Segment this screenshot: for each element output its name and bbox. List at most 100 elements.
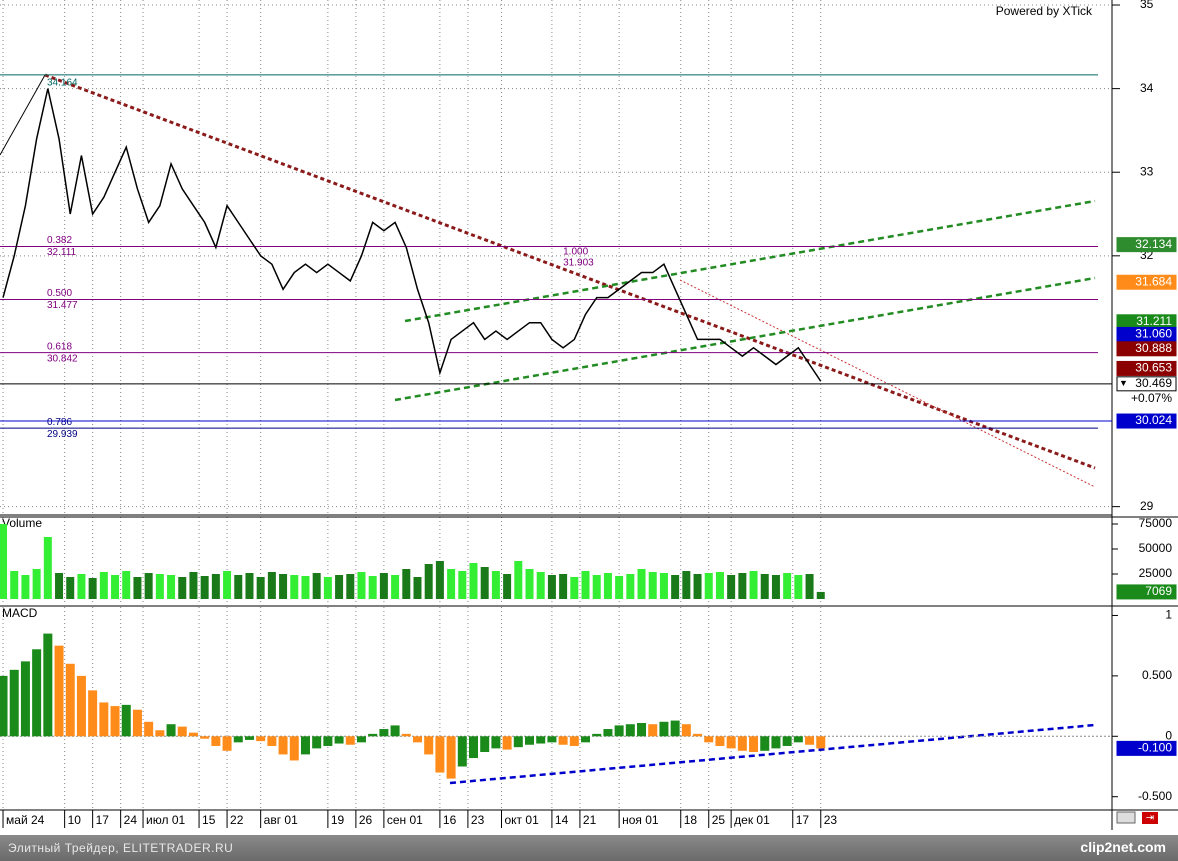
macd-bar — [244, 736, 254, 740]
macd-bar — [334, 736, 344, 744]
trend-line — [0, 74, 46, 156]
channel-line — [394, 276, 1096, 402]
macd-bar — [614, 725, 624, 737]
background — [0, 0, 1178, 835]
price-tag-label: -0.100 — [1138, 741, 1172, 755]
price-tag-label: 30.469 — [1135, 376, 1172, 390]
macd-bar — [704, 736, 714, 743]
trend-line — [44, 73, 1096, 470]
volume-bar — [424, 564, 433, 599]
volume-bar — [491, 571, 500, 599]
macd-bar — [211, 736, 221, 746]
macd-bar — [581, 736, 591, 743]
volume-bar — [211, 574, 220, 599]
macd-bar — [782, 736, 792, 746]
fib-value: 30.842 — [47, 353, 78, 364]
toolbar-icon[interactable] — [1116, 811, 1136, 824]
macd-bar — [446, 736, 456, 779]
macd-bar — [737, 736, 747, 751]
volume-bar — [771, 575, 780, 599]
macd-bar — [144, 721, 154, 737]
macd-bar — [491, 736, 501, 749]
macd-bar — [592, 733, 602, 737]
macd-bar — [256, 736, 266, 742]
volume-bar — [525, 569, 534, 599]
volume-bar — [111, 575, 120, 599]
x-tick-label: 18 — [684, 813, 698, 827]
volume-bar — [559, 574, 568, 599]
fib-value: 32.111 — [47, 247, 77, 258]
volume-bar — [66, 577, 75, 599]
volume-bar — [55, 573, 64, 599]
macd-bar — [222, 736, 232, 751]
macd-bar — [132, 709, 142, 737]
volume-bar — [805, 574, 814, 599]
macd-bar — [637, 723, 647, 737]
volume-bar — [682, 571, 691, 599]
macd-bar — [513, 736, 523, 748]
macd-bar — [43, 633, 53, 737]
price-tag-label: 30.888 — [1135, 341, 1172, 355]
price-tag-label: 31.684 — [1135, 274, 1172, 288]
toolbar-icon-glyph: ⇥ — [1146, 813, 1154, 824]
volume-bar — [133, 577, 142, 599]
price-tag — [1116, 584, 1177, 600]
x-tick-label: 25 — [712, 813, 726, 827]
y-tick-label: 1 — [1165, 608, 1172, 622]
last-arrow: ▼ — [1119, 378, 1128, 388]
volume-bar — [122, 571, 131, 599]
x-tick-label: 22 — [230, 813, 244, 827]
macd-bar — [233, 736, 243, 743]
macd-bar — [771, 736, 781, 749]
x-tick-label: дек 01 — [734, 813, 770, 827]
macd-bar — [547, 736, 557, 743]
volume-bar — [312, 573, 321, 599]
macd-bar — [760, 736, 770, 751]
price-tag-label: 31.211 — [1136, 314, 1172, 328]
volume-bar — [379, 573, 388, 599]
channel-line — [404, 199, 1096, 323]
volume-bar — [514, 561, 523, 599]
macd-bar — [502, 736, 512, 750]
volume-bar — [626, 574, 635, 599]
macd-bar — [65, 663, 75, 737]
macd-bar — [345, 736, 355, 745]
macd-bar — [558, 736, 568, 745]
macd-bar — [20, 661, 30, 737]
pane-title: MACD — [2, 606, 38, 620]
volume-bar — [200, 576, 209, 599]
volume-bar — [402, 569, 411, 599]
x-tick-label: 14 — [555, 813, 569, 827]
chart: май 24 10 17 24 июл 01 15 22 авг 01 19 26 сен 01 16… — [0, 0, 1178, 835]
volume-bar — [178, 577, 187, 599]
volume-bar — [615, 576, 624, 599]
price-tag-label: 32.134 — [1135, 237, 1172, 251]
price-tag-label: 31.060 — [1135, 327, 1172, 341]
volume-bar — [391, 575, 400, 599]
volume-bar — [794, 575, 803, 599]
toolbar-icon[interactable] — [1142, 812, 1158, 824]
volume-bar — [290, 575, 299, 599]
x-tick-label: 21 — [583, 813, 597, 827]
macd-bar — [435, 736, 445, 773]
footer: Элитный Трейдер, ELITETRADER.RU clip2net… — [0, 835, 1178, 861]
volume-bar — [256, 577, 265, 599]
volume-bar — [592, 575, 601, 599]
x-tick-label: июл 01 — [146, 813, 185, 827]
macd-bar — [121, 704, 131, 737]
volume-bar — [727, 575, 736, 599]
price-tag — [1116, 376, 1177, 392]
volume-bar — [223, 571, 232, 599]
volume-bar — [447, 569, 456, 599]
volume-bar — [659, 573, 668, 599]
price-tag — [1116, 341, 1177, 357]
x-tick-label: 19 — [331, 813, 345, 827]
fib-value: 31.477 — [47, 300, 78, 311]
macd-bar — [536, 736, 546, 744]
grid — [0, 0, 1112, 810]
x-tick-label: сен 01 — [387, 813, 423, 827]
price-tag — [1116, 413, 1177, 429]
macd-bar — [312, 736, 322, 749]
volume-bar — [32, 569, 41, 599]
x-tick-label: 10 — [68, 813, 82, 827]
